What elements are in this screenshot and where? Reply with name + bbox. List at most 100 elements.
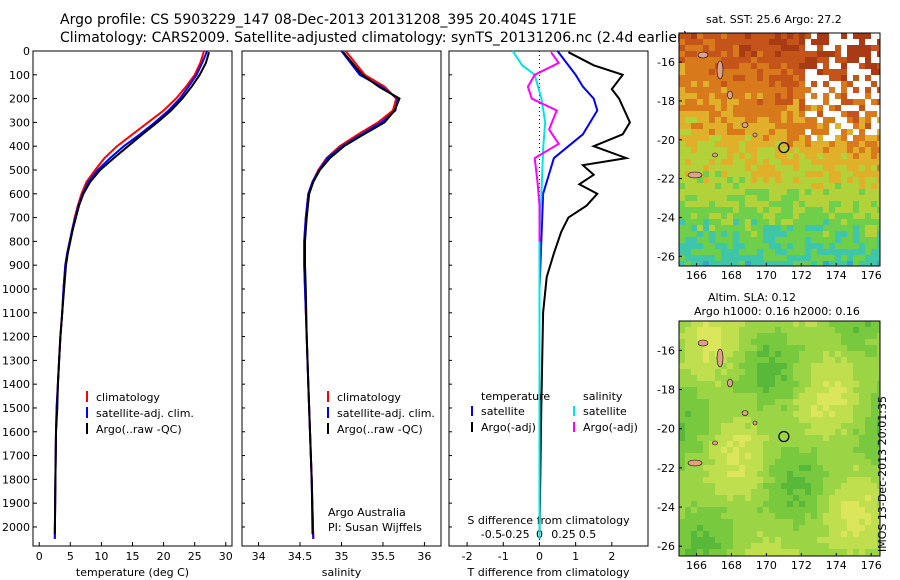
map-ytick-label: -26	[657, 540, 675, 553]
legend-temperature-heading: temperature	[481, 390, 550, 403]
salinity-xtick-label: 36	[417, 550, 431, 563]
title-line-2: Climatology: CARS2009. Satellite-adjuste…	[60, 30, 689, 46]
legend-label: climatology	[96, 391, 160, 404]
series-argo-raw-qc-	[53, 51, 210, 535]
difference-xtick-label: -1	[498, 550, 509, 563]
sla-map-title-1: Altim. SLA: 0.12	[708, 291, 797, 304]
island	[712, 152, 718, 158]
map-ytick-label: -16	[657, 344, 675, 357]
temperature-xtick-label: 0	[36, 550, 43, 563]
island	[697, 339, 709, 347]
depth-tick-label: 1900	[2, 497, 30, 510]
map-ytick-label: -24	[657, 501, 675, 514]
temperature-xtick-label: 15	[126, 550, 140, 563]
sst_map-frame	[678, 32, 881, 267]
difference-xtick-label: 0	[536, 550, 543, 563]
depth-tick-label: 1500	[2, 402, 30, 415]
island	[687, 171, 703, 179]
sla_map-frame	[678, 320, 881, 557]
island	[697, 51, 709, 59]
difference-xlabel: T difference from climatology	[467, 566, 630, 579]
island	[712, 440, 718, 446]
difference-frame	[448, 50, 649, 547]
temperature-xtick-label: 25	[188, 550, 202, 563]
island	[727, 378, 733, 388]
note-line-1: Argo Australia	[328, 506, 406, 519]
island	[741, 410, 749, 416]
legend-salinity-heading: salinity	[583, 390, 623, 403]
map-ytick-label: -22	[657, 462, 675, 475]
sdiff-tick-label: 0.25	[551, 528, 576, 541]
legend-label: Argo(-adj)	[583, 421, 638, 434]
map-ytick-label: -20	[657, 134, 675, 147]
depth-tick-label: 900	[9, 259, 30, 272]
depth-tick-label: 1700	[2, 450, 30, 463]
depth-tick-label: 1300	[2, 354, 30, 367]
island	[752, 132, 758, 138]
depth-tick-label: 1400	[2, 378, 30, 391]
salinity-xtick-label: 35.5	[371, 550, 396, 563]
legend-label: Argo(-adj)	[481, 421, 536, 434]
map-ytick-label: -20	[657, 423, 675, 436]
depth-tick-label: 300	[9, 116, 30, 129]
depth-tick-label: 800	[9, 235, 30, 248]
depth-tick-label: 400	[9, 140, 30, 153]
map-ytick-label: -24	[657, 211, 675, 224]
depth-tick-label: 0	[23, 45, 30, 58]
sdiff-xlabel: S difference from climatology	[467, 514, 630, 527]
series-argo-raw-qc-	[304, 51, 401, 535]
sla_map	[678, 320, 881, 557]
depth-tick-label: 1800	[2, 473, 30, 486]
island	[716, 60, 724, 80]
legend-label: satellite	[481, 405, 525, 418]
map-ytick-label: -18	[657, 384, 675, 397]
argo-position-marker	[778, 141, 790, 154]
legend-label: climatology	[337, 391, 401, 404]
sla-map-title-2: Argo h1000: 0.16 h2000: 0.16	[694, 305, 860, 318]
island	[716, 348, 724, 368]
salinity-xtick-label: 34.5	[288, 550, 313, 563]
island	[727, 90, 733, 100]
temperature-xtick-label: 5	[67, 550, 74, 563]
depth-tick-label: 100	[9, 69, 30, 82]
temperature-xtick-label: 10	[94, 550, 108, 563]
map-xtick-label: 176	[861, 269, 882, 282]
salinity-frame	[241, 50, 442, 547]
map-xtick-label: 168	[721, 559, 742, 572]
imos-credit: IMOS 13-Dec-2013 20:01:35	[876, 396, 889, 552]
depth-tick-label: 1600	[2, 426, 30, 439]
salinity-xtick-label: 35	[335, 550, 349, 563]
depth-tick-label: 1100	[2, 307, 30, 320]
legend-label: Argo(..raw -QC)	[337, 423, 423, 436]
salinity-xtick-label: 34	[252, 550, 266, 563]
sdiff-tick-label: -0.25	[501, 528, 529, 541]
map-xtick-label: 170	[756, 269, 777, 282]
depth-tick-label: 2000	[2, 521, 30, 534]
map-xtick-label: 166	[686, 269, 707, 282]
map-xtick-label: 176	[861, 559, 882, 572]
island	[741, 122, 749, 128]
argo-position-marker	[778, 430, 790, 443]
map-xtick-label: 174	[826, 559, 847, 572]
map-xtick-label: 166	[686, 559, 707, 572]
legend-label: satellite	[583, 405, 627, 418]
sdiff-tick-label: -0.5	[481, 528, 502, 541]
series-s-argo-adj-	[526, 51, 561, 242]
depth-tick-label: 1000	[2, 283, 30, 296]
note-line-2: PI: Susan Wijffels	[328, 521, 422, 534]
series-t-argo-adj-	[538, 51, 632, 535]
title-line-1: Argo profile: CS 5903229_147 08-Dec-2013…	[60, 12, 577, 28]
map-xtick-label: 170	[756, 559, 777, 572]
depth-tick-label: 200	[9, 93, 30, 106]
depth-tick-label: 500	[9, 164, 30, 177]
difference-xtick-label: 1	[572, 550, 579, 563]
map-ytick-label: -26	[657, 250, 675, 263]
temperature-xtick-label: 20	[157, 550, 171, 563]
depth-tick-label: 1200	[2, 331, 30, 344]
salinity-xlabel: salinity	[322, 566, 362, 579]
series-s-satellite	[511, 50, 547, 539]
island	[687, 459, 703, 467]
legend-label: Argo(..raw -QC)	[96, 423, 182, 436]
map-xtick-label: 174	[826, 269, 847, 282]
